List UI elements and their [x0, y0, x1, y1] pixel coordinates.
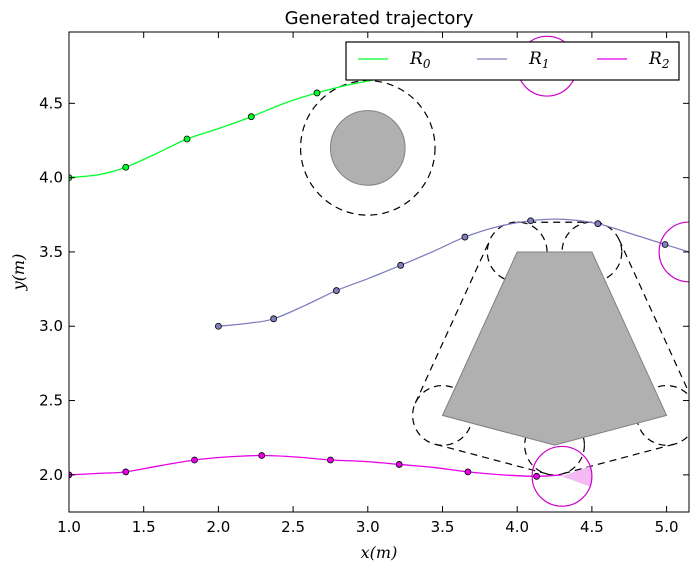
waypoint-marker-r2 — [395, 461, 403, 468]
plot-area — [69, 35, 699, 507]
legend-label-subscript: 0 — [423, 57, 431, 71]
waypoint-marker-r1 — [461, 233, 469, 241]
waypoint-marker-r2 — [533, 472, 541, 480]
legend-label-subscript: 2 — [661, 57, 670, 71]
waypoint-marker-r2 — [258, 452, 266, 459]
polygon-safety-edge — [434, 443, 547, 475]
legend-box — [345, 41, 680, 81]
robot-sensing-cone — [562, 466, 592, 487]
waypoint-marker-r2 — [464, 468, 472, 476]
vertex-safety-circle — [561, 221, 623, 283]
waypoint-marker-r1 — [214, 322, 222, 330]
polygon-safety-edge — [618, 239, 689, 395]
waypoint-marker-r0 — [183, 135, 191, 143]
x-tick-label: 3.0 — [356, 518, 380, 536]
x-tick-label: 4.5 — [580, 518, 604, 536]
vertex-safety-circle — [524, 414, 586, 476]
waypoint-marker-r1 — [661, 241, 669, 248]
y-tick-label: 4.0 — [39, 169, 63, 187]
axis-ticks: 1.0 1.5 2.0 2.5 3.0 3.5 4.0 4.5 5.0 2.0 2.5 3.0 3.5 4… — [39, 32, 689, 536]
robot-sensing-cone — [689, 242, 699, 262]
x-tick-label: 1.0 — [57, 518, 81, 536]
y-tick-label: 2.5 — [39, 392, 63, 410]
x-tick-label: 1.5 — [132, 518, 156, 536]
robot-footprint-circle — [658, 221, 689, 283]
trajectory-line-r2 — [69, 454, 563, 477]
y-tick-label: 3.0 — [39, 317, 63, 335]
waypoint-marker-r2 — [327, 456, 334, 464]
x-tick-label: 3.5 — [431, 518, 455, 536]
waypoint-marker-r0 — [313, 89, 321, 97]
axes-frame — [68, 31, 690, 513]
waypoint-marker-r1 — [527, 217, 535, 225]
y-tick-label: 2.0 — [39, 466, 63, 484]
x-axis-label: x(m) — [361, 543, 398, 562]
y-tick-label: 3.5 — [39, 243, 63, 261]
waypoint-marker-r2 — [122, 468, 130, 476]
waypoint-marker-r1 — [333, 287, 340, 294]
chart-title: Generated trajectory — [285, 8, 474, 29]
x-tick-label: 2.0 — [206, 518, 230, 536]
x-tick-label: 5.0 — [655, 518, 679, 536]
x-tick-label: 2.5 — [281, 518, 305, 536]
y-axis-label: y(m) — [9, 254, 28, 292]
trajectory-line-r1 — [218, 218, 689, 327]
waypoint-marker-r1 — [397, 261, 405, 269]
y-tick-label: 4.5 — [39, 94, 63, 112]
legend: R0 R1 R2 — [345, 41, 680, 81]
circle-obstacle — [329, 110, 406, 186]
waypoint-marker-r1 — [270, 315, 278, 323]
waypoint-marker-r0 — [247, 113, 255, 121]
polygon-obstacle — [441, 251, 668, 446]
robot-footprint-circle — [531, 445, 593, 507]
polygon-safety-edge — [414, 239, 491, 404]
waypoint-marker-r0 — [122, 163, 130, 171]
x-tick-label: 4.0 — [505, 518, 529, 536]
polygon-safety-edge — [562, 443, 675, 475]
legend-label-subscript: 1 — [542, 57, 550, 71]
waypoint-marker-r2 — [191, 456, 198, 464]
waypoint-marker-r1 — [594, 220, 602, 228]
